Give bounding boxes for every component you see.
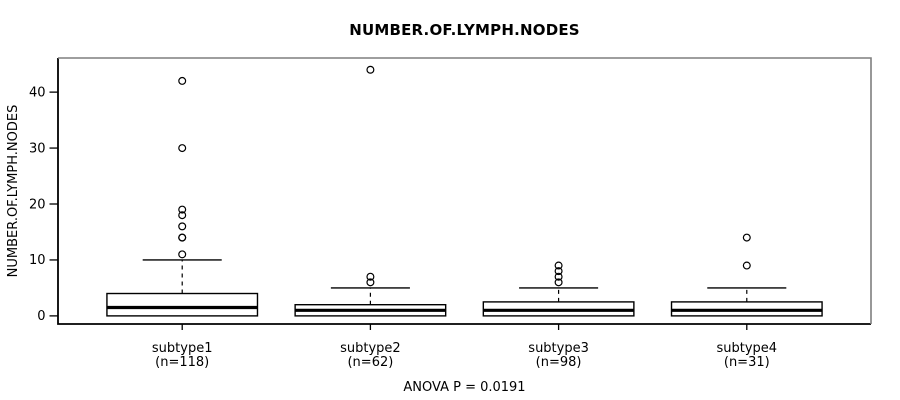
x-label-subtype4: subtype4 [717, 341, 778, 356]
outlier-subtype4-0 [742, 261, 751, 270]
outlier-subtype2-0 [366, 278, 375, 287]
y-tick-label-10: 10 [29, 253, 46, 268]
outlier-subtype2-2 [366, 65, 375, 74]
outlier-subtype2-1 [366, 272, 375, 281]
x-label-subtype1: subtype1 [152, 341, 213, 356]
plot-frame-dark [57, 58, 871, 325]
box-subtype1 [106, 292, 259, 317]
anova-annotation: ANOVA P = 0.0191 [403, 380, 526, 395]
outlier-subtype1-2 [178, 233, 187, 242]
outlier-subtype1-7 [178, 76, 187, 85]
x-sublabel-subtype2: (n=62) [347, 355, 393, 370]
outlier-subtype3-3 [554, 261, 563, 270]
y-tick-label-40: 40 [29, 85, 46, 100]
outlier-subtype1-6 [178, 144, 187, 153]
plot-frame-gray [58, 57, 872, 324]
y-tick-label-0: 0 [37, 309, 45, 324]
x-sublabel-subtype4: (n=31) [724, 355, 770, 370]
outlier-subtype1-5 [178, 205, 187, 214]
x-label-subtype2: subtype2 [340, 341, 401, 356]
x-sublabel-subtype1: (n=118) [155, 355, 209, 370]
y-tick-label-30: 30 [29, 141, 46, 156]
outlier-subtype4-1 [742, 233, 751, 242]
outlier-subtype1-3 [178, 222, 187, 231]
x-sublabel-subtype3: (n=98) [536, 355, 582, 370]
outlier-subtype1-0 [178, 250, 187, 259]
outlier-subtype3-1 [554, 272, 563, 281]
y-axis-label: NUMBER.OF.LYMPH.NODES [6, 104, 21, 278]
outlier-subtype3-2 [554, 267, 563, 276]
y-tick-label-20: 20 [29, 197, 46, 212]
x-label-subtype3: subtype3 [528, 341, 589, 356]
chart-title: NUMBER.OF.LYMPH.NODES [349, 21, 580, 39]
outlier-subtype3-0 [554, 278, 563, 287]
outlier-subtype1-4 [178, 211, 187, 220]
